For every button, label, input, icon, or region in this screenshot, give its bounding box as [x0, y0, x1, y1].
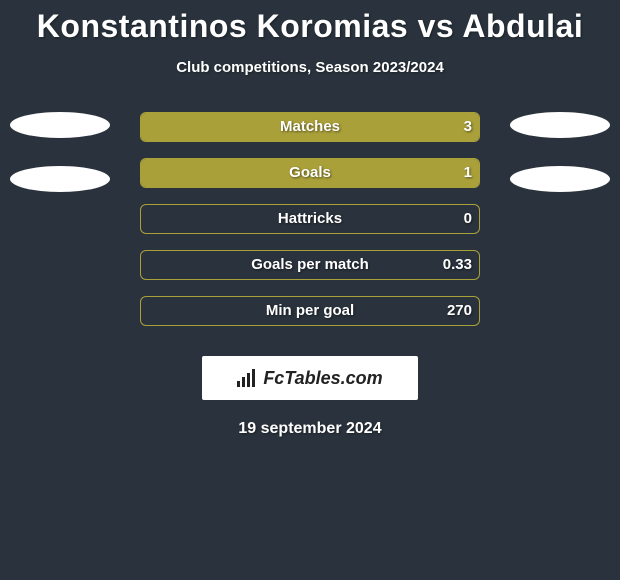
stat-row: Min per goal270 — [0, 296, 620, 342]
source-logo: FcTables.com — [237, 368, 382, 389]
stat-value-right: 0 — [464, 204, 472, 234]
stat-bar-track — [140, 158, 480, 188]
player-marker-right — [510, 112, 610, 138]
player-marker-left — [10, 112, 110, 138]
stat-row: Goals per match0.33 — [0, 250, 620, 296]
stat-value-right: 270 — [447, 296, 472, 326]
date-text: 19 september 2024 — [0, 420, 620, 438]
stat-bar-track — [140, 296, 480, 326]
stat-value-right: 0.33 — [443, 250, 472, 280]
stat-bar-fill — [141, 113, 479, 141]
source-logo-box: FcTables.com — [202, 356, 418, 400]
stat-row: Hattricks0 — [0, 204, 620, 250]
stat-bar-track — [140, 204, 480, 234]
page-subtitle: Club competitions, Season 2023/2024 — [0, 59, 620, 76]
stat-bar-track — [140, 250, 480, 280]
stat-bar-track — [140, 112, 480, 142]
stat-row: Goals1 — [0, 158, 620, 204]
stats-area: Matches3Goals1Hattricks0Goals per match0… — [0, 112, 620, 342]
stat-row: Matches3 — [0, 112, 620, 158]
stat-value-right: 3 — [464, 112, 472, 142]
source-logo-text: FcTables.com — [263, 368, 382, 389]
stat-value-right: 1 — [464, 158, 472, 188]
page-title: Konstantinos Koromias vs Abdulai — [0, 0, 620, 45]
player-marker-right — [510, 166, 610, 192]
player-marker-left — [10, 166, 110, 192]
comparison-infographic: Konstantinos Koromias vs Abdulai Club co… — [0, 0, 620, 438]
chart-icon — [237, 369, 259, 387]
stat-bar-fill — [141, 159, 479, 187]
